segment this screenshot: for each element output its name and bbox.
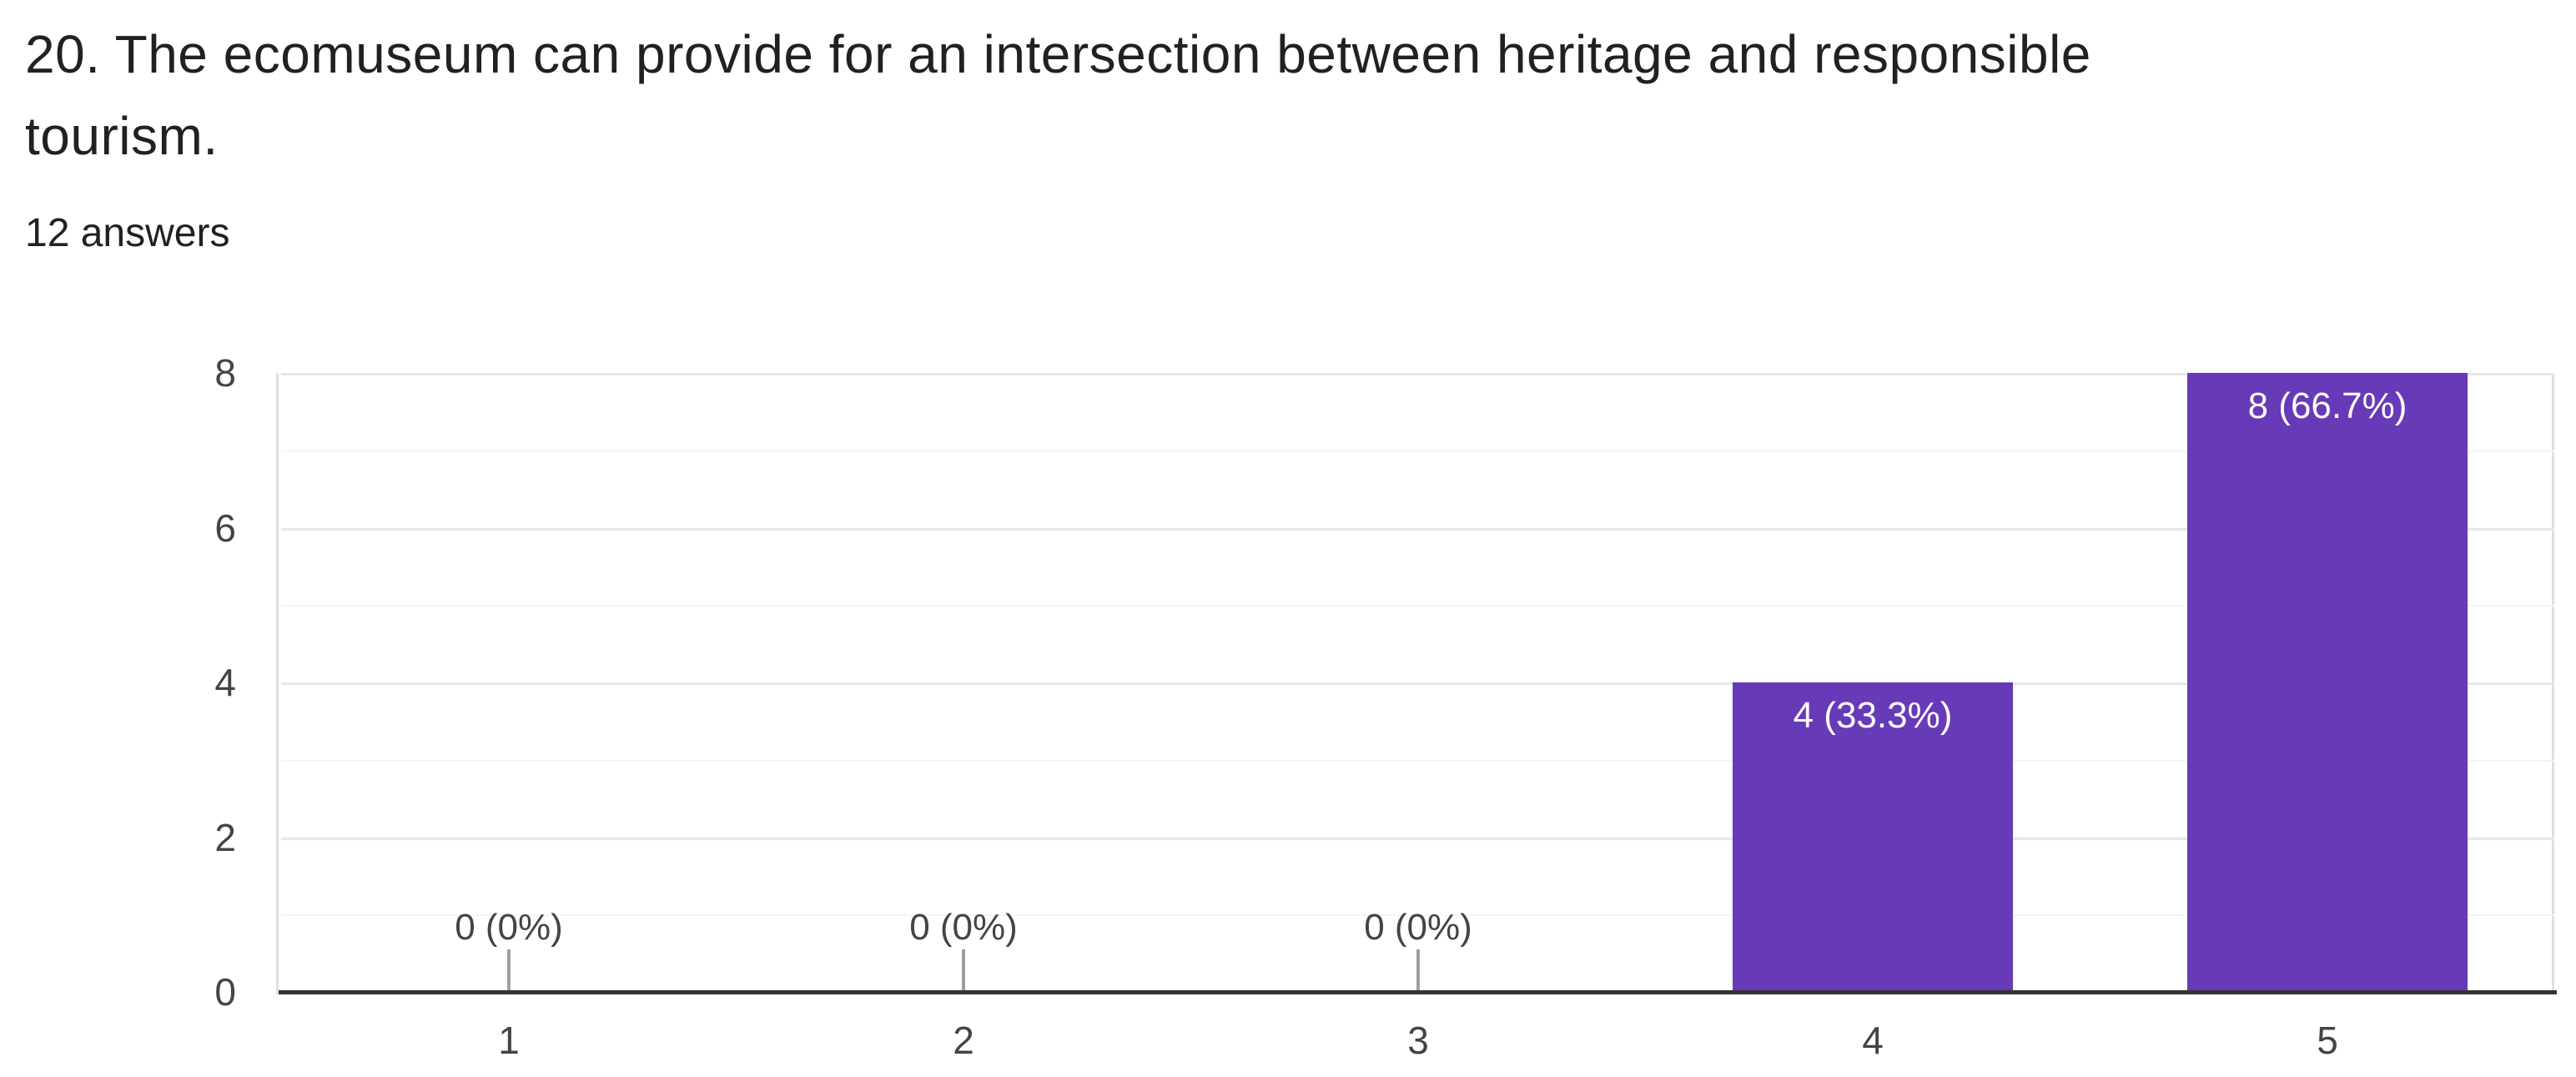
bar [2187,373,2468,994]
question-title-line-1: 20. The ecomuseum can provide for an int… [25,24,2091,84]
y-tick-label: 6 [214,506,236,550]
zero-value-label: 0 (0%) [909,907,1018,948]
zero-value-label: 0 (0%) [455,907,563,948]
answers-count: 12 answers [25,211,230,255]
zero-tick-stub [1416,949,1420,990]
question-title-line-2: tourism. [25,106,219,166]
bar-value-label: 4 (33.3%) [1793,695,1953,736]
bar [1733,682,2013,994]
y-tick-label: 0 [214,970,236,1014]
question-title: 20. The ecomuseum can provide for an int… [25,13,2091,177]
bar-value-label: 8 (66.7%) [2247,385,2407,426]
gridline-minor [281,605,2554,606]
gridline-minor [281,760,2554,762]
gridline-major [281,682,2554,685]
x-tick-label: 1 [498,1019,520,1062]
x-axis-baseline [279,990,2557,994]
x-tick-label: 4 [1862,1019,1884,1062]
x-tick-label: 5 [2317,1019,2338,1062]
y-tick-label: 2 [214,816,236,859]
zero-value-label: 0 (0%) [1364,907,1472,948]
gridline-major [281,528,2554,531]
x-tick-label: 2 [953,1019,974,1062]
zero-tick-stub [962,949,965,990]
zero-tick-stub [507,949,511,990]
gridline-major [281,838,2554,840]
y-tick-label: 8 [214,351,236,395]
chart-plot-area: 0 (0%) 1 0 (0%) 2 0 (0%) 3 4 (33.3%) 4 8 (66.7%)… [276,373,2557,1062]
gridline-minor [281,450,2554,452]
x-tick-label: 3 [1407,1019,1429,1062]
gridline-major [281,373,2554,375]
gridline-minor [281,914,2554,916]
y-tick-label: 4 [214,661,236,704]
